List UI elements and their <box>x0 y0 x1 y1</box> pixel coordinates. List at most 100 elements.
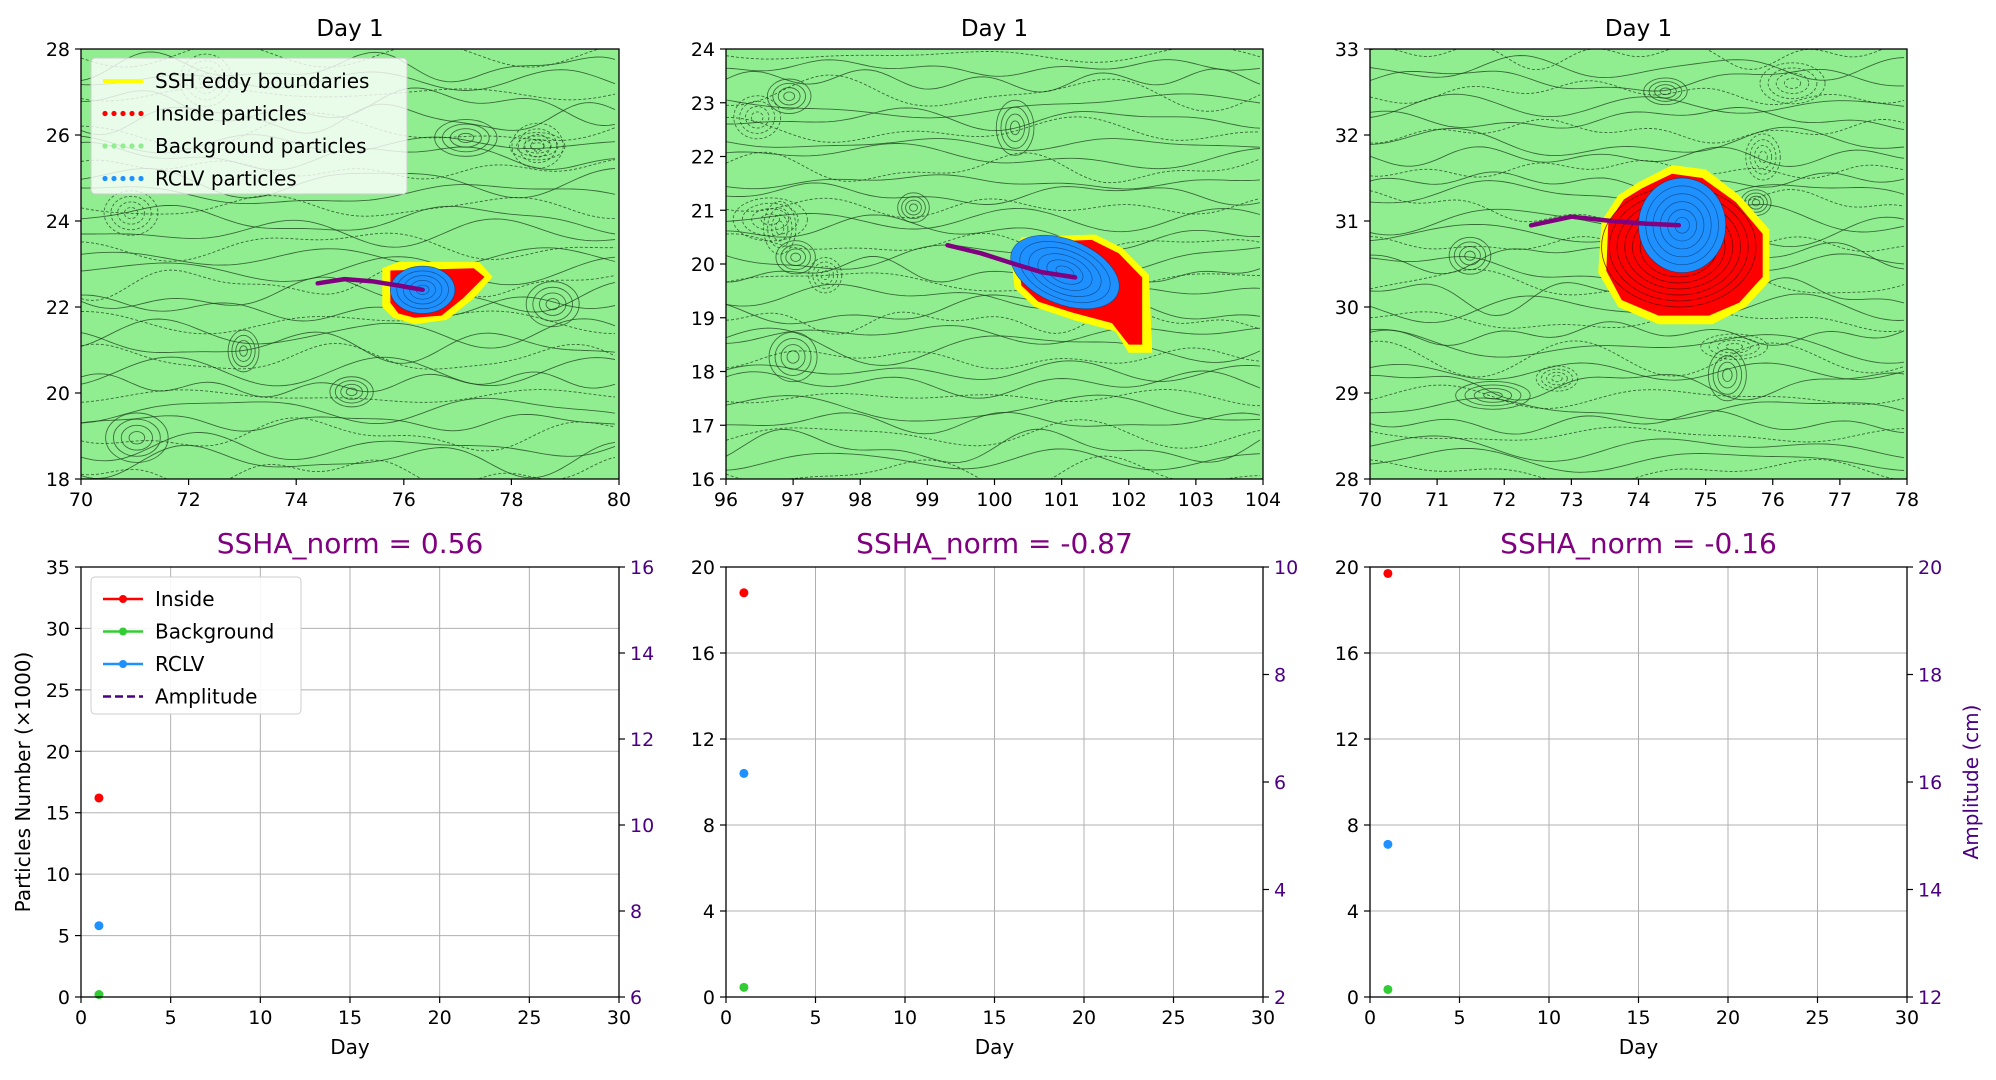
x-tick-label: 97 <box>781 489 805 511</box>
map-axes-frame <box>80 48 620 480</box>
ssh-contour-ring <box>1775 72 1810 94</box>
y-tick-label: 0 <box>58 987 70 1009</box>
y-tick-label: 4 <box>1347 901 1359 923</box>
ssh-contour-ring <box>105 412 169 463</box>
x-tick-label: 102 <box>1111 489 1147 511</box>
ssh-contour-ring <box>775 220 785 235</box>
point-background <box>739 982 749 992</box>
ssh-contour-ring <box>329 376 374 408</box>
ssh-contour-ring <box>239 345 248 357</box>
ssh-contour <box>81 49 601 68</box>
ssh-contour <box>1370 49 1885 71</box>
rclv-contour <box>402 275 443 305</box>
series-panel-3 <box>1369 566 1908 998</box>
ssh-contour <box>1370 160 1905 179</box>
ssh-contour-ring <box>768 331 818 383</box>
ssh-contour-ring <box>1700 333 1768 360</box>
ssh-contour-ring <box>117 201 145 225</box>
ssh-contour <box>726 207 1261 233</box>
y-tick-label: 18 <box>46 469 70 491</box>
ssh-contour-ring <box>1749 139 1777 175</box>
y-tick-label: 0 <box>703 987 715 1009</box>
point-rclv <box>739 768 749 778</box>
ssh-contour <box>726 138 1261 152</box>
y-tick-label: 25 <box>46 680 70 702</box>
x-tick-label: 104 <box>1245 489 1281 511</box>
x-tick-label: 78 <box>499 489 523 511</box>
ssh-contour <box>81 218 616 248</box>
ssh-contour-ring <box>1459 246 1481 266</box>
series-legend-label: Inside <box>155 587 215 611</box>
ssh-contour-ring <box>905 199 922 216</box>
ssh-contour <box>726 107 1261 132</box>
x-tick-label: 30 <box>1251 1007 1275 1029</box>
x-tick-label: 20 <box>428 1007 452 1029</box>
ssh-contour-ring <box>1753 145 1773 169</box>
ssh-contour <box>1370 321 1905 346</box>
map-legend-swatch-dot <box>111 175 117 182</box>
ssh-contour <box>726 448 1261 471</box>
map-legend-box <box>90 57 408 195</box>
ssh-contour-ring <box>1009 120 1021 136</box>
y-tick-label: 15 <box>46 803 70 825</box>
y2-tick-label: 10 <box>630 815 654 837</box>
ssh-contour-ring <box>766 78 812 114</box>
ssh-contour-ring <box>1745 133 1781 181</box>
y-tick-label: 8 <box>1347 815 1359 837</box>
ssh-contour-ring <box>777 87 801 106</box>
point-inside <box>739 588 749 598</box>
x-tick-label: 78 <box>1895 489 1919 511</box>
y2-tick-label: 10 <box>1274 557 1298 579</box>
ssh-contour-ring <box>1455 381 1531 410</box>
ssh-contour <box>1370 146 1905 167</box>
y-tick-label: 21 <box>691 200 715 222</box>
ssh-contour-ring <box>1448 236 1492 275</box>
ssh-contour <box>726 214 1261 251</box>
y-tick-label: 35 <box>46 557 70 579</box>
point-background <box>94 990 104 1000</box>
ssh-contour-ring <box>1717 361 1738 389</box>
ssh-contour-ring <box>1546 371 1568 386</box>
ssh-contour-ring <box>751 208 790 231</box>
ssh-contour-ring <box>790 252 802 262</box>
x-tick-label: 72 <box>1492 489 1516 511</box>
ssh-contour <box>726 411 1261 435</box>
ssh-contour-ring <box>783 91 796 102</box>
ssh-contour-ring <box>128 431 146 445</box>
ssh-contour-ring <box>524 134 551 158</box>
ssh-contour-ring <box>1535 365 1579 392</box>
map-legend-swatch-dot <box>129 175 135 182</box>
y-tick-label: 20 <box>691 254 715 276</box>
ssh-contour-ring <box>231 334 256 368</box>
point-inside <box>94 793 104 803</box>
x-tick-label: 75 <box>1694 489 1718 511</box>
ssh-contour <box>1370 328 1905 364</box>
x-tick-label: 70 <box>69 489 93 511</box>
x-tick-label: 73 <box>1559 489 1583 511</box>
eddy-track <box>315 276 425 293</box>
ssh-contour <box>1370 107 1905 131</box>
ssh-contour-ring <box>1473 387 1513 403</box>
point-rclv <box>1383 839 1393 849</box>
ssha-norm-title: SSHA_norm = -0.87 <box>856 527 1133 560</box>
ssh-contour <box>1370 410 1905 435</box>
ssh-contour <box>1370 189 1905 223</box>
ssh-contour <box>1370 384 1905 409</box>
ssh-contour-ring <box>767 207 793 249</box>
ssh-contour-ring <box>538 292 567 316</box>
ssh-contour-ring <box>774 337 812 376</box>
x-tick-label: 74 <box>284 489 308 511</box>
ssh-contour-ring <box>901 196 926 220</box>
y2-tick-label: 6 <box>1274 772 1286 794</box>
ssh-contour <box>81 389 616 403</box>
x-tick-label: 20 <box>1072 1007 1096 1029</box>
ssh-contour <box>1370 458 1896 479</box>
ssh-contour-ring <box>120 424 153 451</box>
ssh-contour <box>726 389 1261 407</box>
ssh-contour-ring <box>995 99 1035 156</box>
y-tick-label: 30 <box>1335 297 1359 319</box>
ssh-contour <box>726 325 1261 345</box>
ssh-contour-ring <box>820 270 830 281</box>
ssh-contour-ring <box>517 128 558 164</box>
map-legend-swatch-dot <box>129 143 135 149</box>
